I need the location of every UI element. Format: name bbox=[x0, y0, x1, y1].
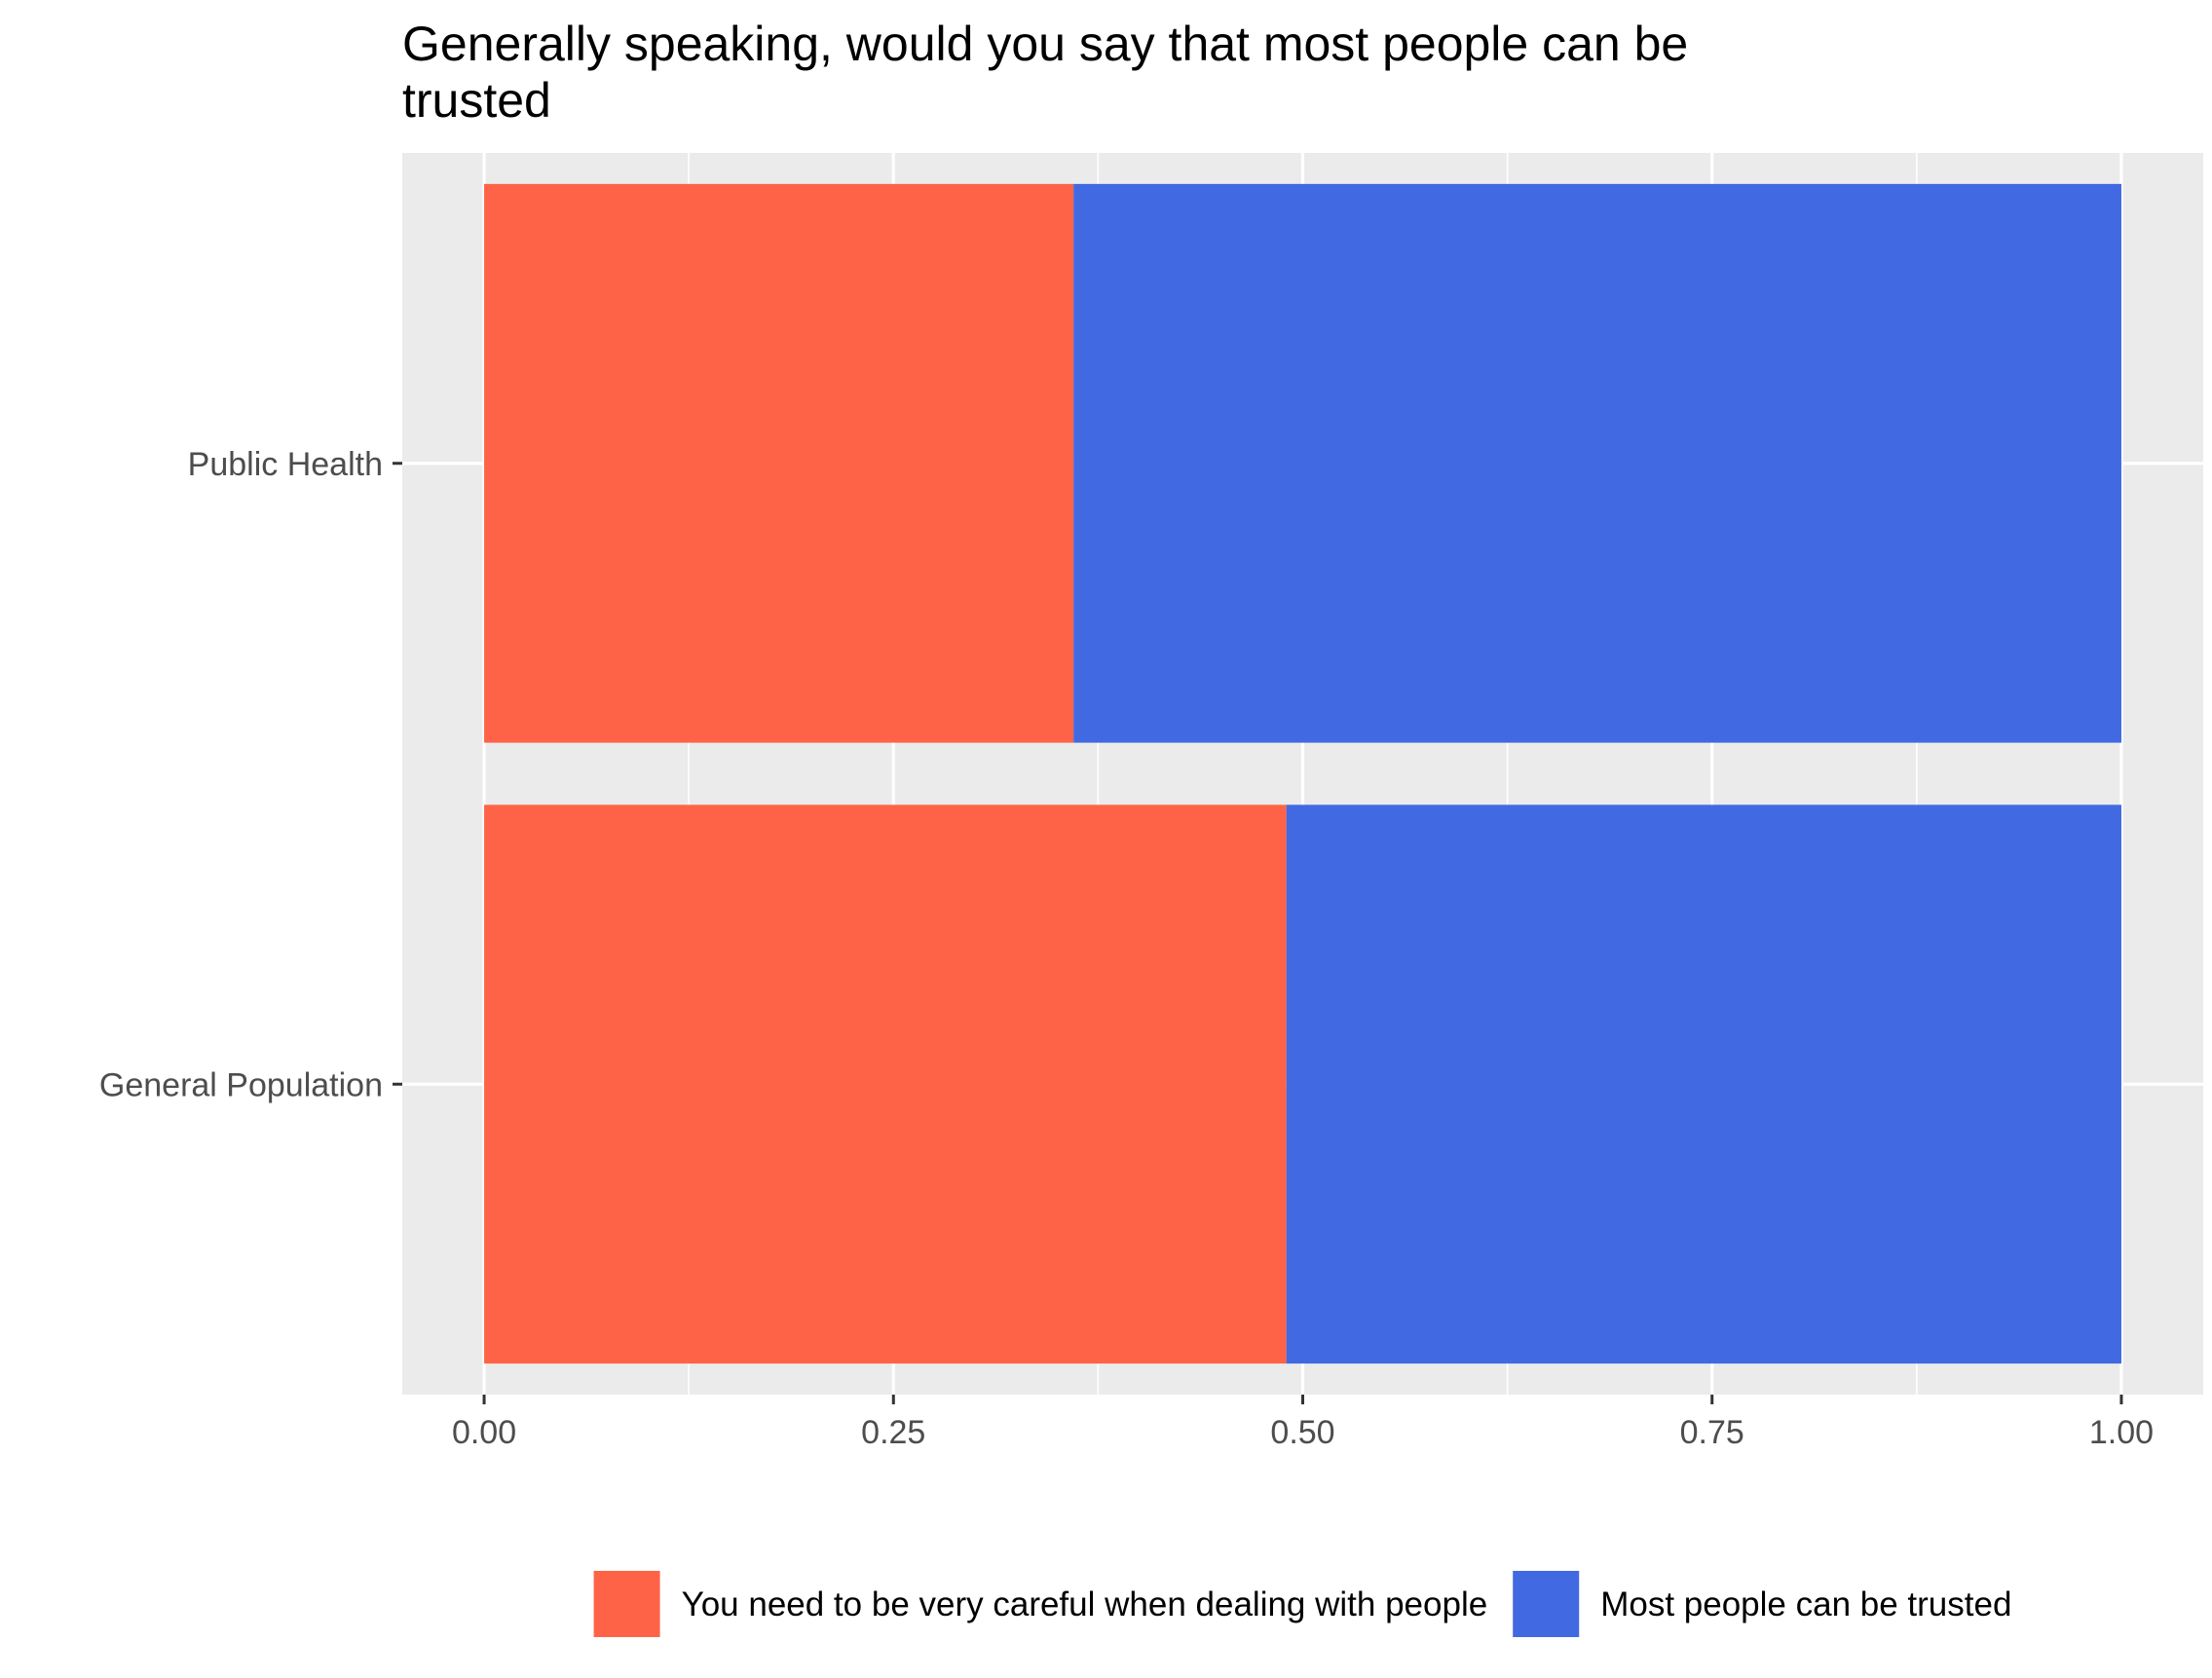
x-tick-label: 0.00 bbox=[452, 1414, 516, 1451]
legend-key-1 bbox=[1513, 1571, 1580, 1637]
x-tick-label: 0.25 bbox=[861, 1414, 925, 1451]
chart-title-line: trusted bbox=[402, 73, 551, 128]
x-tick-label: 0.75 bbox=[1680, 1414, 1744, 1451]
bars bbox=[484, 183, 2121, 1364]
legend-label: You need to be very careful when dealing… bbox=[682, 1585, 1488, 1623]
x-axis: 0.00 0.25 0.50 0.75 1.00 bbox=[452, 1395, 2154, 1451]
legend-key-0 bbox=[593, 1571, 660, 1637]
x-tick-label: 0.50 bbox=[1270, 1414, 1334, 1451]
bar-general-population-series-1 bbox=[1286, 804, 2121, 1364]
legend-label: Most people can be trusted bbox=[1600, 1585, 2011, 1623]
bar-public-health-series-0 bbox=[484, 183, 1074, 743]
y-axis: Public Health General Population bbox=[99, 446, 402, 1103]
x-tick-label: 1.00 bbox=[2089, 1414, 2154, 1451]
bar-public-health-series-1 bbox=[1073, 183, 2121, 743]
legend: You need to be very careful when dealing… bbox=[593, 1571, 2011, 1637]
chart-title: Generally speaking, would you say that m… bbox=[402, 17, 1688, 128]
chart-title-line: Generally speaking, would you say that m… bbox=[402, 17, 1688, 71]
bar-general-population-series-0 bbox=[484, 804, 1287, 1364]
y-tick-label: Public Health bbox=[188, 446, 383, 483]
y-tick-label: General Population bbox=[99, 1066, 383, 1103]
